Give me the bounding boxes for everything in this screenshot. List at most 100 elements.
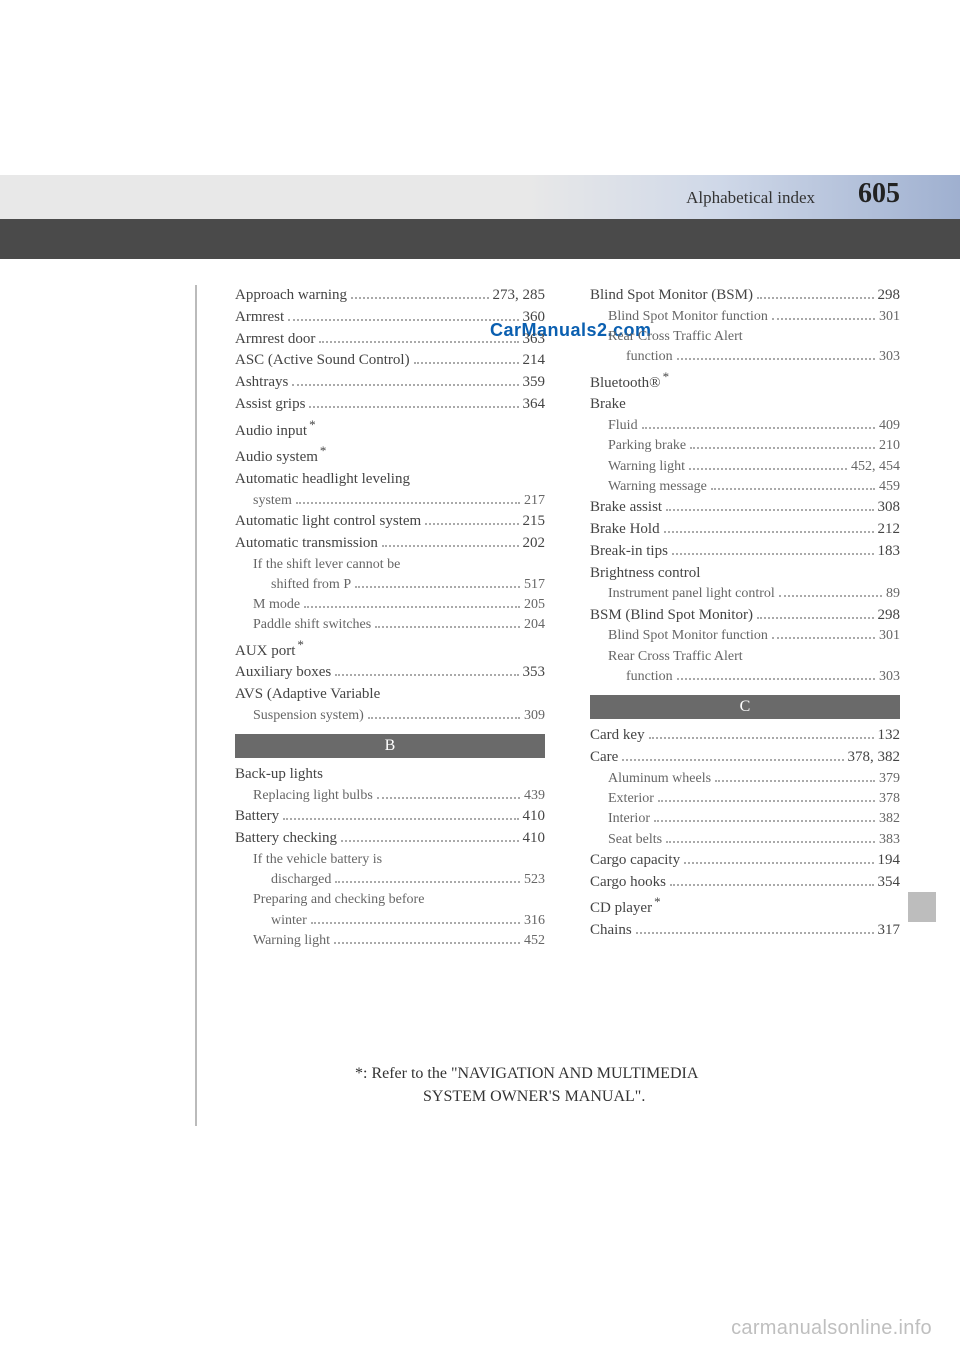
index-entry: function303 <box>590 347 900 367</box>
index-entry: Rear Cross Traffic Alert <box>590 647 900 667</box>
index-entry-label: Blind Spot Monitor function <box>608 626 768 646</box>
index-entry-page: 89 <box>886 584 900 604</box>
index-entry-label: Cargo hooks <box>590 872 666 894</box>
index-entry-label: Warning light <box>253 931 330 951</box>
header-band <box>0 175 960 219</box>
index-entry-page: 317 <box>878 920 901 942</box>
index-entry-label: shifted from P <box>271 575 351 595</box>
index-entry-label: Armrest door <box>235 329 315 351</box>
index-entry-label: Parking brake <box>608 436 686 456</box>
asterisk-icon: * <box>297 637 304 652</box>
index-entry-label: Aluminum wheels <box>608 769 711 789</box>
dot-leader <box>664 531 874 533</box>
index-entry-label: Approach warning <box>235 285 347 307</box>
asterisk-icon: * <box>309 417 316 432</box>
dot-leader <box>649 737 874 739</box>
index-entry: Interior 382 <box>590 809 900 829</box>
index-entry: Bluetooth®* <box>590 368 900 395</box>
index-entry-page: 301 <box>879 626 900 646</box>
index-entry: Battery410 <box>235 806 545 828</box>
index-entry-page: 308 <box>878 497 901 519</box>
dot-leader <box>425 523 518 525</box>
dot-leader <box>684 862 873 864</box>
index-entry-label: Battery checking <box>235 828 337 850</box>
index-entry-page: 382 <box>879 809 900 829</box>
header-title: Alphabetical index <box>686 188 815 208</box>
dot-leader <box>292 384 518 386</box>
dot-leader <box>658 800 875 802</box>
sub-band <box>0 219 960 259</box>
dot-leader <box>711 488 875 490</box>
index-entry-label: Preparing and checking before <box>253 890 424 910</box>
index-entry: Brake Hold 212 <box>590 519 900 541</box>
vertical-rule <box>195 285 197 1126</box>
index-entry-label: Warning message <box>608 477 707 497</box>
index-entry: Audio system* <box>235 442 545 469</box>
dot-leader <box>341 840 518 842</box>
dot-leader <box>351 297 488 299</box>
index-entry-label: Fluid <box>608 416 638 436</box>
section-header-c: C <box>590 695 900 719</box>
index-entry: M mode205 <box>235 595 545 615</box>
index-entry-label: ASC (Active Sound Control) <box>235 350 410 372</box>
index-entry-page: 353 <box>523 662 546 684</box>
index-entry-page: 214 <box>523 350 546 372</box>
index-entry-page: 459 <box>879 477 900 497</box>
index-entry-label: Paddle shift switches <box>253 615 371 635</box>
index-entry: Aluminum wheels379 <box>590 769 900 789</box>
index-entry: Card key132 <box>590 725 900 747</box>
index-entry: Parking brake210 <box>590 436 900 456</box>
index-entry: Assist grips364 <box>235 394 545 416</box>
index-entry-label: Assist grips <box>235 394 305 416</box>
index-entry: Audio input* <box>235 416 545 443</box>
index-entry-label: Cargo capacity <box>590 850 680 872</box>
index-entry-page: 303 <box>879 347 900 367</box>
dot-leader <box>288 319 518 321</box>
index-entry-label: Automatic headlight leveling <box>235 469 410 491</box>
index-entry-label: Blind Spot Monitor (BSM) <box>590 285 753 307</box>
index-entry: Exterior378 <box>590 789 900 809</box>
index-entry-label: Rear Cross Traffic Alert <box>608 647 743 667</box>
dot-leader <box>757 617 874 619</box>
index-entry-label: If the shift lever cannot be <box>253 555 400 575</box>
index-entry-label: Brake Hold <box>590 519 660 541</box>
section-header-b: B <box>235 734 545 758</box>
index-entry-page: 132 <box>878 725 901 747</box>
index-entry-page: 359 <box>523 372 546 394</box>
dot-leader <box>375 626 520 628</box>
index-entry-label: Rear Cross Traffic Alert <box>608 327 743 347</box>
index-entry-label: Brake <box>590 394 626 416</box>
index-entry-label: Auxiliary boxes <box>235 662 331 684</box>
index-entry-page: 378, 382 <box>848 747 901 769</box>
index-entry-page: 354 <box>878 872 901 894</box>
index-entry: Brake <box>590 394 900 416</box>
index-entry-label: winter <box>271 911 307 931</box>
index-entry: Paddle shift switches204 <box>235 615 545 635</box>
index-entry: Blind Spot Monitor (BSM)298 <box>590 285 900 307</box>
index-entry: If the vehicle battery is <box>235 850 545 870</box>
index-entry-label: Interior <box>608 809 650 829</box>
index-entry: Automatic transmission202 <box>235 533 545 555</box>
index-entry: Replacing light bulbs439 <box>235 786 545 806</box>
index-entry: Automatic light control system215 <box>235 511 545 533</box>
index-entry: Warning light452, 454 <box>590 457 900 477</box>
index-entry: Cargo capacity194 <box>590 850 900 872</box>
index-entry: CD player* <box>590 893 900 920</box>
index-entry: AUX port* <box>235 636 545 663</box>
dot-leader <box>689 468 847 470</box>
index-entry-page: 316 <box>524 911 545 931</box>
dot-leader <box>670 884 874 886</box>
index-entry: function303 <box>590 667 900 687</box>
dot-leader <box>382 545 519 547</box>
footnote-line-2: SYSTEM OWNER'S MANUAL". <box>355 1086 698 1108</box>
dot-leader <box>335 674 518 676</box>
dot-leader <box>642 427 875 429</box>
index-entry-page: 212 <box>878 519 901 541</box>
dot-leader <box>677 358 875 360</box>
dot-leader <box>414 362 519 364</box>
dot-leader <box>690 447 875 449</box>
index-entry-label: CD player* <box>590 893 661 920</box>
index-entry-label: Automatic light control system <box>235 511 421 533</box>
index-entry-page: 410 <box>523 828 546 850</box>
index-entry: Blind Spot Monitor function 301 <box>590 626 900 646</box>
